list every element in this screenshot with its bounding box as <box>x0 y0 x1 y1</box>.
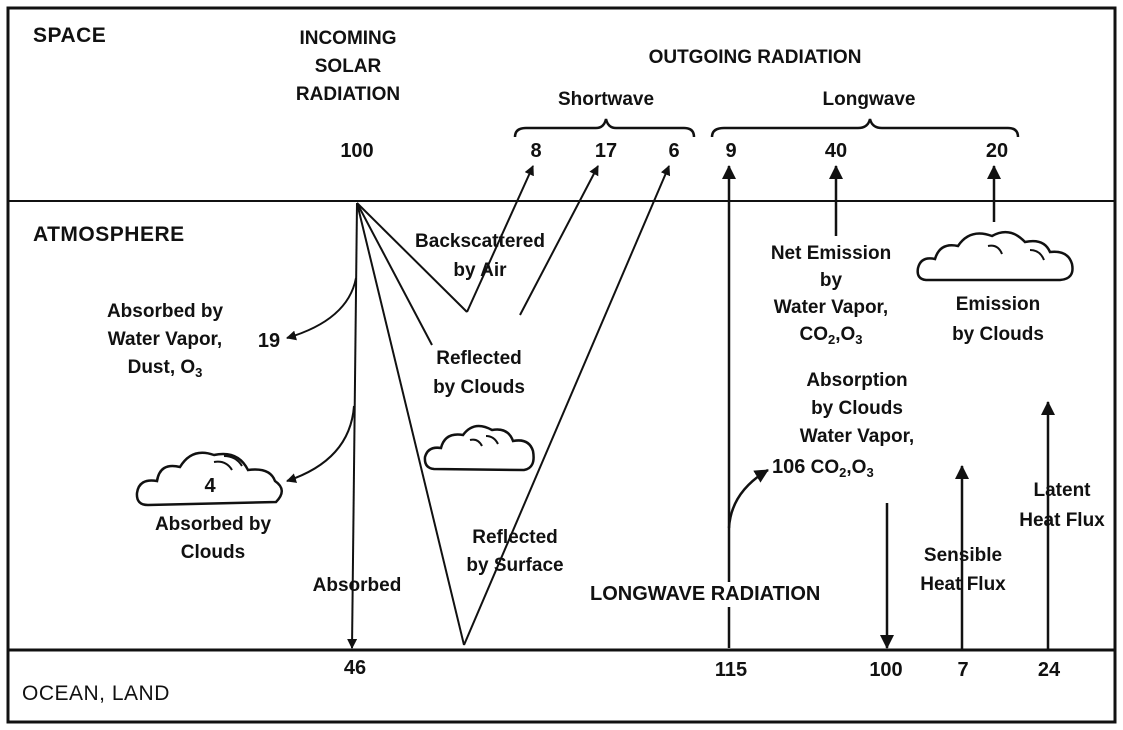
absorption-value: 106 <box>772 456 806 478</box>
longwave-value-clouds: 20 <box>985 140 1009 162</box>
absorbed-clouds-line-1: Absorbed by <box>154 514 272 535</box>
absorbed-clouds-line-2: Clouds <box>180 542 246 563</box>
incoming-value: 100 <box>340 140 374 162</box>
incoming-line-1: INCOMING <box>299 28 397 49</box>
longwave-value-surface: 9 <box>725 140 737 162</box>
reflected-clouds-line-1: Reflected <box>436 348 522 369</box>
diagram-border <box>6 6 1117 724</box>
backscatter-line-2: by Air <box>453 260 507 281</box>
emission-clouds-line-1: Emission <box>955 294 1041 315</box>
shortwave-value-surface: 6 <box>668 140 680 162</box>
ray-backscatter-up <box>466 165 534 313</box>
absorbed-vapor-line-3-sub: 3 <box>195 365 203 380</box>
absorbed-surface-label: Absorbed <box>312 575 402 596</box>
ray-to-surface <box>356 202 465 646</box>
longwave-brace <box>710 118 1020 138</box>
longwave-radiation-label: LONGWAVE RADIATION <box>588 582 823 607</box>
longwave-label: Longwave <box>822 89 916 110</box>
absorption-co-text: CO <box>810 457 840 478</box>
net-emission-label: Net Emission by Water Vapor, CO2,O3 <box>771 240 891 348</box>
absorbed-vapor-value: 19 <box>257 330 281 352</box>
absorption-clouds-line-2: by Clouds <box>811 398 903 419</box>
net-emission-line-3: Water Vapor, <box>773 297 889 318</box>
atmosphere-region-label: ATMOSPHERE <box>33 223 185 246</box>
cloud-middle <box>423 424 535 472</box>
absorbed-surface-value: 46 <box>343 657 367 679</box>
absorption-clouds-line-4: 106 CO2,O3 <box>772 455 874 480</box>
longwave-value-atmosphere: 40 <box>824 140 848 162</box>
ray-surface-reflect-up <box>463 165 671 646</box>
latent-heat-label: Latent Heat Flux <box>1019 476 1105 536</box>
backscatter-label: Backscattered by Air <box>415 227 545 285</box>
net-emission-o-sub: 3 <box>855 332 863 347</box>
net-emission-co-text: CO <box>799 324 828 345</box>
incoming-line-3: RADIATION <box>295 84 401 105</box>
ray-backscatter-down <box>356 202 468 313</box>
ray-cloud-reflect-up <box>519 165 599 316</box>
absorption-clouds-line-3: Water Vapor, <box>799 426 915 447</box>
sensible-heat-value: 7 <box>957 659 969 681</box>
absorbed-vapor-line-3: Dust, O3 <box>107 354 223 382</box>
incoming-line-2: SOLAR <box>314 56 382 77</box>
cloud-left <box>135 451 283 507</box>
reflected-surface-label: Reflected by Surface <box>466 524 563 580</box>
shortwave-label: Shortwave <box>557 89 655 110</box>
ray-cloud-reflect-down <box>356 202 433 346</box>
longwave-up-value: 115 <box>714 659 748 681</box>
absorbed-vapor-line-2: Water Vapor, <box>107 329 223 350</box>
latent-heat-line-1: Latent <box>1033 480 1091 501</box>
ray-absorbed-surface <box>347 202 358 649</box>
outgoing-title: OUTGOING RADIATION <box>648 47 862 68</box>
surface-region-label: OCEAN, LAND <box>22 682 170 705</box>
shortwave-value-clouds: 17 <box>594 140 618 162</box>
sensible-heat-line-2: Heat Flux <box>920 574 1006 595</box>
emission-clouds-line-2: by Clouds <box>952 324 1044 345</box>
absorbed-vapor-label: Absorbed by Water Vapor, Dust, O3 <box>107 298 223 382</box>
absorption-o-sub: 3 <box>866 465 874 480</box>
incoming-solar-title: INCOMING SOLAR RADIATION <box>296 25 400 109</box>
shortwave-brace <box>513 118 696 138</box>
space-region-label: SPACE <box>33 24 107 47</box>
reflected-clouds-label: Reflected by Clouds <box>433 344 525 402</box>
shortwave-value-air: 8 <box>530 140 542 162</box>
latent-heat-line-2: Heat Flux <box>1019 510 1105 531</box>
net-emission-o-text: ,O <box>835 324 856 345</box>
absorbed-clouds-label: Absorbed by Clouds <box>155 511 271 567</box>
absorption-clouds-label: Absorption by Clouds Water Vapor, <box>800 367 914 451</box>
absorbed-vapor-line-1: Absorbed by <box>106 301 224 322</box>
net-emission-line-1: Net Emission <box>770 243 892 264</box>
cloud-right-detail <box>987 244 1045 261</box>
absorbed-vapor-line-3-text: Dust, O <box>127 357 196 378</box>
cloud-right <box>916 230 1074 282</box>
net-emission-co-sub: 2 <box>827 332 836 347</box>
ray-absorbed-cloud <box>286 405 355 483</box>
absorption-o-text: ,O <box>846 457 867 478</box>
absorption-clouds-line-1: Absorption <box>806 370 908 391</box>
net-emission-line-4: CO2,O3 <box>771 321 891 348</box>
reflected-surface-line-1: Reflected <box>472 527 558 548</box>
sensible-heat-line-1: Sensible <box>923 545 1003 566</box>
reflected-surface-line-2: by Surface <box>466 555 564 576</box>
net-emission-line-2: by <box>819 270 843 291</box>
ray-absorbed-vapor <box>286 277 357 341</box>
backscatter-line-1: Backscattered <box>415 231 545 252</box>
emission-clouds-label: Emission by Clouds <box>952 290 1044 350</box>
absorbed-clouds-value: 4 <box>204 475 216 497</box>
longwave-down-value: 100 <box>869 659 903 681</box>
reflected-clouds-line-2: by Clouds <box>433 377 525 398</box>
absorption-co-sub: 2 <box>839 465 847 480</box>
cloud-left-detail <box>213 455 243 471</box>
latent-heat-value: 24 <box>1037 659 1061 681</box>
cloud-middle-detail <box>469 435 499 447</box>
sensible-heat-label: Sensible Heat Flux <box>920 541 1006 599</box>
arrow-absorption-106 <box>727 468 769 529</box>
